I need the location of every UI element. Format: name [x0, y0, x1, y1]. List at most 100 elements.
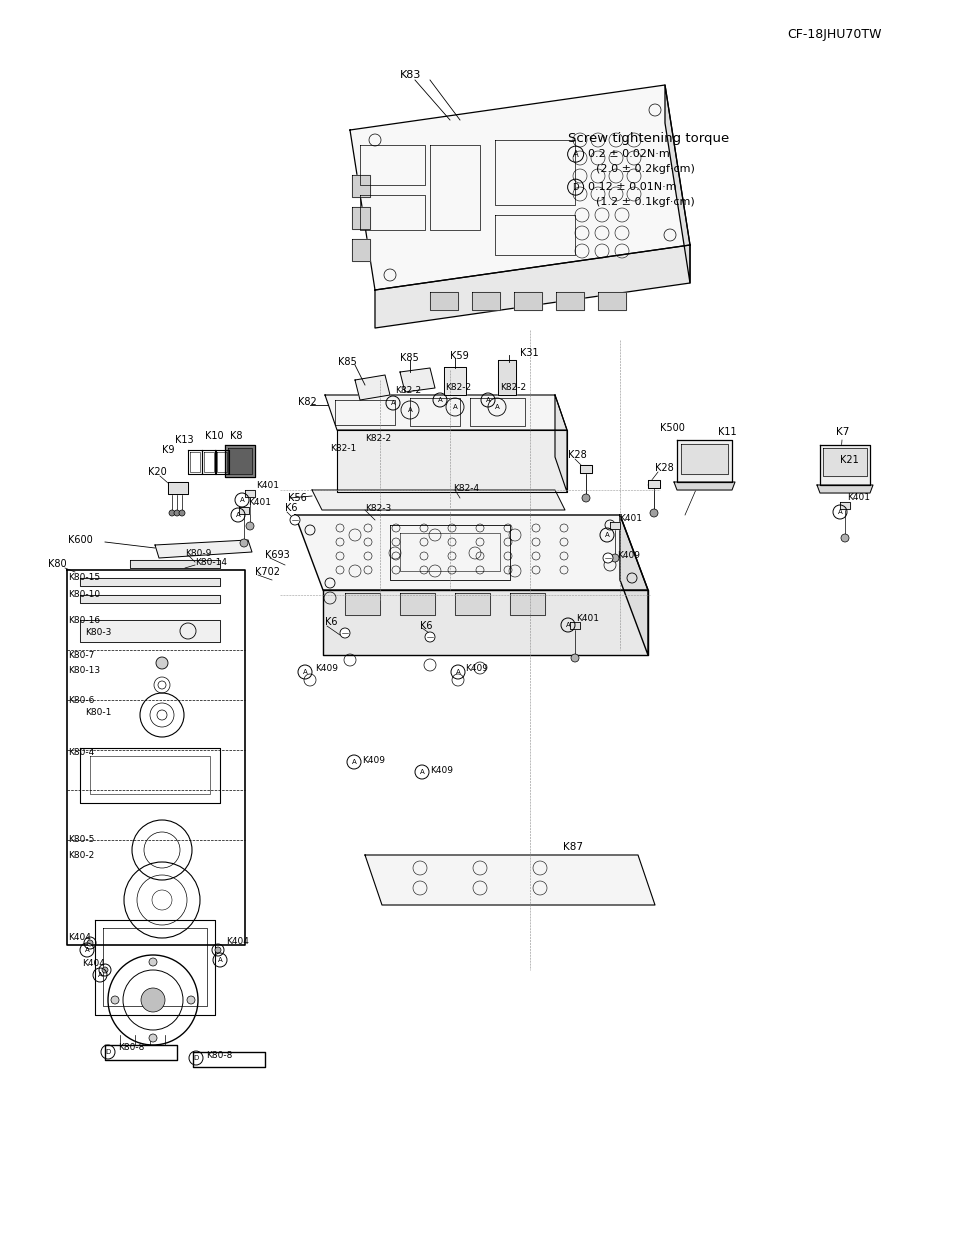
Text: A: A	[302, 669, 307, 676]
Text: K401: K401	[248, 498, 271, 506]
Text: A: A	[390, 400, 395, 406]
Text: D: D	[105, 1049, 111, 1055]
Circle shape	[424, 632, 435, 642]
Circle shape	[187, 995, 194, 1004]
Text: K404: K404	[226, 937, 249, 946]
Text: K80-2: K80-2	[68, 851, 94, 861]
Text: A: A	[217, 957, 222, 963]
Polygon shape	[312, 490, 564, 510]
Circle shape	[610, 555, 618, 562]
Polygon shape	[510, 593, 544, 615]
Circle shape	[649, 509, 658, 517]
Text: K83: K83	[399, 70, 421, 80]
Text: K409: K409	[314, 663, 337, 673]
Polygon shape	[619, 515, 647, 655]
Text: A: A	[239, 496, 244, 503]
Text: 0.12 ± 0.01N·m: 0.12 ± 0.01N·m	[587, 182, 676, 193]
Polygon shape	[664, 85, 689, 283]
Circle shape	[179, 510, 185, 516]
Circle shape	[149, 958, 157, 966]
Polygon shape	[154, 540, 252, 558]
Polygon shape	[294, 515, 647, 590]
Text: K600: K600	[68, 535, 92, 545]
Text: K7: K7	[835, 427, 848, 437]
Polygon shape	[375, 245, 689, 329]
Text: A: A	[85, 947, 90, 953]
Text: A: A	[837, 509, 841, 515]
Polygon shape	[579, 466, 592, 473]
Text: K31: K31	[519, 348, 538, 358]
Polygon shape	[569, 622, 579, 629]
Polygon shape	[514, 291, 541, 310]
Polygon shape	[556, 291, 583, 310]
Text: K82-3: K82-3	[365, 504, 391, 513]
Text: K82-2: K82-2	[365, 433, 391, 442]
Polygon shape	[323, 590, 647, 655]
Text: K409: K409	[430, 766, 453, 774]
Circle shape	[111, 995, 119, 1004]
Text: K409: K409	[464, 663, 488, 673]
Text: K10: K10	[205, 431, 223, 441]
Text: A: A	[407, 408, 412, 412]
Text: K80-9: K80-9	[185, 548, 212, 557]
Text: K80-7: K80-7	[68, 651, 94, 659]
Text: K80-6: K80-6	[68, 695, 94, 704]
Text: K401: K401	[618, 514, 641, 522]
Text: A: A	[452, 404, 456, 410]
Text: K13: K13	[174, 435, 193, 445]
Text: K82-2: K82-2	[395, 385, 420, 394]
Polygon shape	[245, 490, 254, 496]
Text: K693: K693	[265, 550, 290, 559]
Text: 0.2 ± 0.02N·m: 0.2 ± 0.02N·m	[587, 149, 669, 159]
Polygon shape	[673, 482, 734, 490]
Polygon shape	[399, 368, 435, 391]
Polygon shape	[168, 482, 188, 494]
Text: K82-1: K82-1	[330, 443, 355, 452]
Text: K9: K9	[162, 445, 174, 454]
Circle shape	[173, 510, 180, 516]
Text: A: A	[235, 513, 240, 517]
Text: A: A	[456, 669, 460, 676]
Text: K20: K20	[148, 467, 167, 477]
Polygon shape	[352, 175, 370, 198]
Text: K80-14: K80-14	[194, 557, 227, 567]
Text: K80-3: K80-3	[85, 627, 112, 636]
Polygon shape	[130, 559, 220, 568]
Text: K401: K401	[576, 614, 598, 622]
Circle shape	[290, 515, 299, 525]
Text: K8: K8	[230, 431, 242, 441]
Polygon shape	[822, 448, 866, 475]
Polygon shape	[80, 595, 220, 603]
Text: A: A	[565, 622, 570, 629]
Text: K409: K409	[617, 551, 639, 559]
Polygon shape	[365, 855, 655, 905]
Text: CF-18JHU70TW: CF-18JHU70TW	[786, 28, 882, 41]
Polygon shape	[677, 440, 731, 482]
Circle shape	[571, 655, 578, 662]
Text: K404: K404	[68, 932, 91, 941]
Text: K6: K6	[419, 621, 432, 631]
Text: K6: K6	[325, 618, 337, 627]
Text: A: A	[485, 396, 490, 403]
Text: K80: K80	[48, 559, 67, 569]
Polygon shape	[352, 207, 370, 228]
Text: K82: K82	[297, 396, 316, 408]
Polygon shape	[239, 508, 249, 514]
Polygon shape	[352, 240, 370, 261]
Circle shape	[87, 940, 92, 946]
Circle shape	[581, 494, 589, 501]
Text: D: D	[193, 1055, 198, 1061]
Circle shape	[214, 947, 221, 953]
Text: K56: K56	[288, 493, 307, 503]
Circle shape	[339, 629, 350, 638]
Polygon shape	[840, 501, 849, 509]
Polygon shape	[609, 522, 619, 529]
Polygon shape	[399, 593, 435, 615]
Polygon shape	[228, 448, 252, 474]
Text: K80-4: K80-4	[68, 747, 94, 757]
Text: A: A	[97, 972, 102, 978]
Text: K11: K11	[718, 427, 736, 437]
Polygon shape	[325, 395, 566, 430]
Polygon shape	[497, 359, 516, 395]
Text: K82-2: K82-2	[444, 383, 471, 391]
